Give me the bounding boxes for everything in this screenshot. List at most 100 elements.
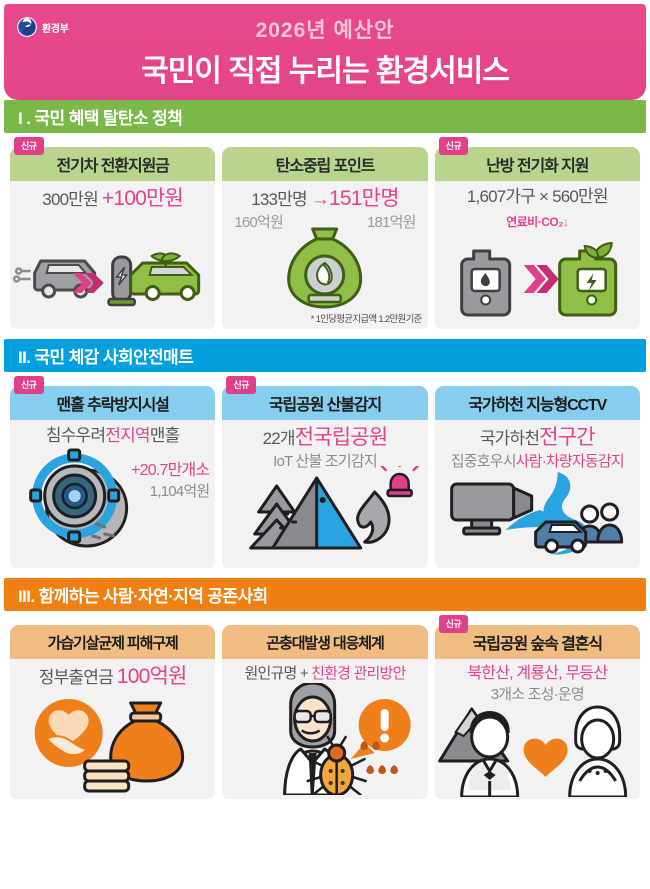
money-bag-leaf-icon	[287, 227, 363, 309]
page-header: 환경부 2026년 예산안 국민이 직접 누리는 환경서비스	[4, 4, 646, 100]
new-badge: 신규	[14, 137, 44, 155]
card-ev-subsidy[interactable]: 신규 전기차 전환지원금 300만원 +100만원	[10, 137, 216, 329]
side-stat-budget: 1,104억원	[149, 483, 210, 501]
card-stat: 133만명 →151만명	[222, 187, 427, 211]
stat-highlight: 북한산, 계룡산, 무등산	[467, 665, 608, 682]
card-title: 곤충대발생 대응체계	[222, 625, 428, 659]
card-stat: 정부출연금 100억원	[10, 665, 215, 689]
wildfire-detection-illustration	[249, 466, 420, 550]
card-national-park-wildfire[interactable]: 신규 국립공원 산불감지 22개전국립공원 IoT 산불 조기감지	[222, 376, 428, 568]
card-body: 정부출연금 100억원	[10, 659, 216, 799]
card-body: 133만명 →151만명 160억원 181억원	[222, 181, 428, 329]
section-1-cards: 신규 전기차 전환지원금 300만원 +100만원	[4, 133, 646, 339]
section-3: III. 함께하는 사람·자연·지역 공존사회 가습기살균제 피해구제 정부출연…	[4, 578, 646, 809]
substat-after: 181억원	[367, 214, 416, 232]
stat-base: 133만명	[251, 190, 311, 209]
cctv-camera-icon	[449, 482, 533, 536]
side-stat-count: +20.7만개소	[131, 462, 210, 479]
ev-transition-illustration	[12, 252, 201, 307]
card-footnote: * 1인당평균지급액 1.2만원기준	[310, 314, 423, 325]
card-stat: 22개전국립공원	[222, 426, 427, 450]
bride-icon	[567, 705, 627, 797]
stat-base: 정부출연금	[38, 668, 117, 687]
section-2-title: II. 국민 체감 사회안전매트	[4, 339, 646, 372]
green-electric-boiler-icon	[557, 241, 617, 317]
mountain-icon	[271, 476, 363, 550]
stat-base: 국가하천	[479, 429, 540, 448]
groom-icon	[459, 711, 519, 797]
card-substat: IoT 산불 조기감지	[273, 453, 378, 471]
siren-icon	[380, 466, 420, 498]
new-badge: 신규	[226, 376, 256, 394]
people-icon	[575, 502, 623, 544]
small-bugs-icon	[360, 741, 399, 774]
new-badge: 신규	[14, 376, 44, 394]
ministry-name: 환경부	[42, 23, 69, 35]
taegeuk-logo-icon	[17, 17, 37, 37]
new-badge: 신규	[438, 615, 469, 633]
card-body: 22개전국립공원 IoT 산불 조기감지	[222, 420, 428, 568]
section-3-cards: 가습기살균제 피해구제 정부출연금 100억원	[4, 611, 646, 809]
card-body: 북한산, 계룡산, 무등산 3개소 조성·운영	[434, 659, 640, 799]
stat-highlight: 100억원	[116, 665, 187, 688]
manhole-illustration	[29, 448, 129, 548]
gray-boiler-icon	[459, 249, 511, 317]
card-stat: 원인규명 + 친환경 관리방안	[222, 665, 427, 682]
stat-highlight: 친환경 관리방안	[311, 665, 406, 682]
stat-base: 300만원	[42, 190, 102, 209]
coins-icon	[83, 759, 131, 793]
card-title: 국립공원 산불감지	[222, 386, 428, 420]
card-substat: 3개소 조성·운영	[490, 686, 585, 704]
substat-before: 160억원	[234, 214, 283, 232]
heart-icon	[523, 738, 568, 777]
card-insect-outbreak-response[interactable]: 곤충대발생 대응체계 원인규명 + 친환경 관리방안	[222, 625, 428, 799]
card-heating-electrification[interactable]: 신규 난방 전기화 지원 1,607가구 × 560만원 연료비·CO₂↓	[434, 137, 640, 329]
stat-base: 1,607가구 × 560만원	[466, 187, 609, 206]
stat-suffix: 맨홀	[149, 426, 180, 445]
stat-highlight: 151만명	[329, 187, 399, 210]
boiler-transition-illustration	[459, 241, 617, 317]
card-carbon-neutral-points[interactable]: 탄소중립 포인트 133만명 →151만명 160억원 181억원	[222, 147, 428, 329]
substat-highlight: 사람·차량자동감지	[515, 453, 625, 471]
ministry-brand: 환경부	[16, 16, 69, 38]
section-1: I . 국민 혜택 탈탄소 정책 신규 전기차 전환지원금 300만원 +100…	[4, 100, 646, 339]
header-subtitle: 2026년 예산안	[255, 19, 395, 42]
goggles	[293, 709, 333, 724]
stat-highlight: 전지역	[105, 426, 150, 445]
pink-arrow-icon	[72, 273, 104, 293]
page-title: 국민이 직접 누리는 환경서비스	[141, 55, 510, 88]
substat-base: 집중호우시	[450, 453, 517, 471]
card-stat: 북한산, 계룡산, 무등산	[435, 665, 640, 683]
card-body: 침수우려전지역맨홀	[10, 420, 216, 568]
card-river-smart-cctv[interactable]: 국가하천 지능형CCTV 국가하천전구간 집중호우시사람·차량자동감지	[434, 386, 640, 568]
card-title: 국립공원 숲속 결혼식	[434, 625, 640, 659]
card-body: 국가하천전구간 집중호우시사람·차량자동감지	[434, 420, 640, 568]
pink-arrow-icon	[523, 265, 559, 293]
section-1-title: I . 국민 혜택 탈탄소 정책	[4, 100, 646, 133]
flame-icon	[356, 490, 391, 544]
stat-base: 원인규명 +	[244, 665, 312, 682]
card-stat: 1,607가구 × 560만원	[435, 187, 640, 207]
card-humidifier-disinfectant-relief[interactable]: 가습기살균제 피해구제 정부출연금 100억원	[10, 625, 216, 799]
leaf-icon	[150, 252, 182, 267]
card-title: 탄소중립 포인트	[222, 147, 428, 181]
section-2: II. 국민 체감 사회안전매트 신규 맨홀 추락방지시설 침수우려전지역맨홀	[4, 339, 646, 578]
fuel-co2-label-wrap: 연료비·CO₂↓	[435, 213, 640, 231]
money-bag-leaf-illustration	[287, 227, 363, 309]
alert-bubble-icon	[350, 699, 411, 759]
stat-base: 22개	[262, 429, 296, 448]
stat-arrow: →	[310, 189, 330, 210]
card-manhole-fall-prevention[interactable]: 신규 맨홀 추락방지시설 침수우려전지역맨홀	[10, 376, 216, 568]
card-substats: 160억원 181억원	[222, 211, 427, 232]
green-eco-car-icon	[129, 252, 201, 301]
new-badge: 신규	[438, 137, 469, 155]
manhole-cover-icon	[29, 448, 129, 548]
insect-response-illustration	[283, 683, 411, 795]
card-body: 300만원 +100만원	[10, 181, 216, 329]
relief-fund-illustration	[34, 699, 185, 793]
stat-highlight: 전구간	[539, 426, 595, 449]
card-forest-wedding[interactable]: 신규 국립공원 숲속 결혼식 북한산, 계룡산, 무등산 3개소 조성·운영	[434, 615, 640, 799]
fuel-co2-label: 연료비·CO₂↓	[506, 214, 569, 229]
section-2-cards: 신규 맨홀 추락방지시설 침수우려전지역맨홀	[4, 372, 646, 578]
card-stat: 국가하천전구간	[435, 426, 640, 450]
